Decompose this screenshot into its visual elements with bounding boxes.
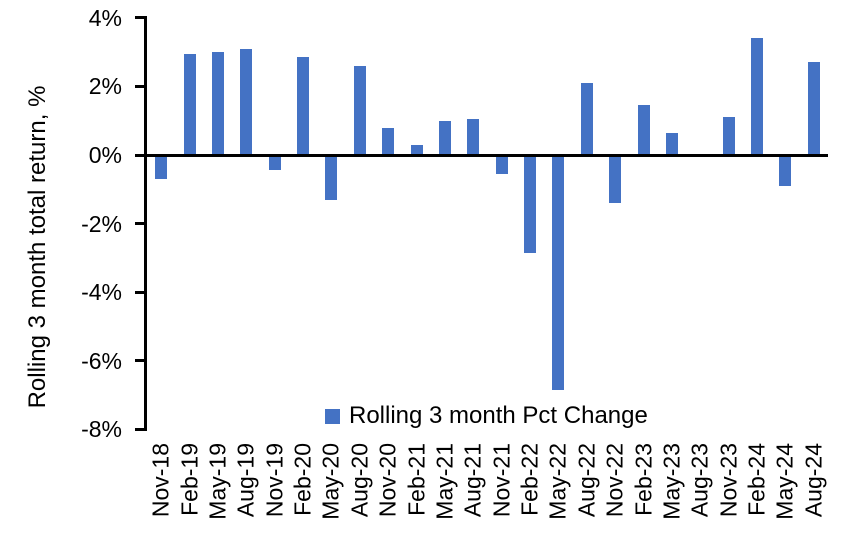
y-tick-label: -6%: [81, 347, 122, 374]
bar-Aug-24: [807, 62, 820, 155]
x-axis-zero-line: [144, 154, 828, 157]
x-tick-label: Feb-22: [516, 443, 543, 516]
y-tick-mark: [135, 427, 145, 431]
bar-Nov-22: [609, 155, 622, 204]
x-tick-label: Nov-18: [147, 443, 174, 518]
bar-Nov-20: [382, 127, 395, 155]
bar-Aug-21: [467, 118, 480, 155]
x-tick-label: May-19: [204, 443, 231, 520]
x-tick-label: May-20: [317, 443, 344, 520]
y-tick-label: -4%: [81, 279, 122, 306]
x-tick-label: Aug-21: [459, 443, 486, 518]
legend-label: Rolling 3 month Pct Change: [349, 402, 648, 429]
bar-Nov-18: [155, 155, 168, 179]
bar-Aug-19: [240, 48, 253, 155]
bar-Feb-20: [297, 57, 310, 155]
x-tick-label: Nov-23: [715, 443, 742, 518]
legend-marker-square: [325, 408, 340, 424]
y-tick-mark: [135, 290, 145, 294]
x-tick-label: May-22: [544, 443, 571, 520]
bar-Feb-19: [183, 53, 196, 155]
bar-Feb-21: [410, 144, 423, 155]
bar-May-23: [665, 132, 678, 155]
y-tick-label: 2%: [88, 73, 122, 100]
x-tick-label: Nov-22: [601, 443, 628, 518]
bar-Feb-24: [751, 38, 764, 155]
x-tick-label: Aug-22: [573, 443, 600, 518]
x-tick-label: Feb-21: [403, 443, 430, 516]
bar-May-24: [779, 155, 792, 186]
y-tick-label: 0%: [88, 142, 122, 168]
y-tick-mark: [135, 222, 145, 226]
x-tick-label: Feb-19: [176, 443, 203, 516]
y-tick-label: -2%: [81, 210, 122, 237]
y-tick-mark: [135, 359, 145, 363]
bar-May-20: [325, 155, 338, 200]
x-tick-label: May-21: [431, 443, 458, 520]
x-tick-label: May-24: [771, 443, 798, 520]
y-axis-line: [144, 16, 147, 431]
bar-May-22: [552, 155, 565, 390]
y-tick-label: 4%: [88, 4, 122, 31]
bar-Aug-22: [580, 82, 593, 155]
y-tick-label: -8%: [81, 416, 122, 443]
x-tick-label: Nov-21: [488, 443, 515, 518]
y-tick-mark: [135, 84, 145, 88]
bar-May-19: [211, 52, 224, 155]
x-tick-label: Aug-23: [686, 443, 713, 518]
x-tick-label: Nov-19: [261, 443, 288, 518]
x-tick-label: Aug-24: [800, 443, 827, 518]
x-tick-label: Feb-20: [289, 443, 316, 516]
bar-Nov-21: [495, 155, 508, 174]
bar-Feb-23: [637, 105, 650, 155]
x-tick-label: Feb-24: [743, 443, 770, 516]
bar-Aug-20: [353, 65, 366, 155]
x-tick-label: Aug-20: [346, 443, 373, 518]
x-tick-label: Feb-23: [630, 443, 657, 516]
x-tick-label: Aug-19: [232, 443, 259, 518]
bar-May-21: [438, 120, 451, 155]
bar-Nov-19: [268, 155, 281, 171]
y-tick-mark: [135, 153, 145, 157]
legend: Rolling 3 month Pct Change: [325, 402, 648, 430]
x-tick-label: Nov-20: [374, 443, 401, 518]
x-tick-label: May-23: [658, 443, 685, 520]
y-tick-mark: [135, 16, 145, 20]
bar-Feb-22: [524, 155, 537, 253]
bar-Nov-23: [722, 117, 735, 155]
